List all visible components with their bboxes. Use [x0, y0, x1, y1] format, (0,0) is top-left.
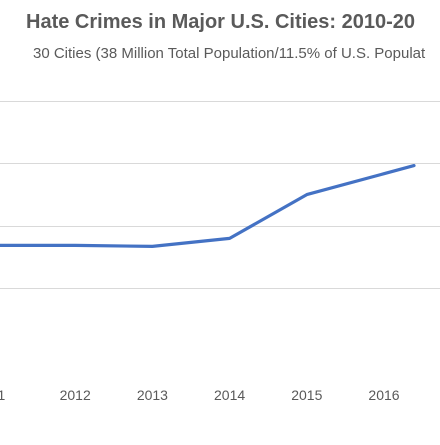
- chart-subtitle: 30 Cities (38 Million Total Population/1…: [33, 45, 426, 62]
- x-tick-label: 2015: [291, 387, 322, 403]
- chart-title: Hate Crimes in Major U.S. Cities: 2010-2…: [26, 11, 415, 33]
- x-axis: 11 2012 2013 2014 2015 2016: [0, 387, 400, 403]
- x-tick-label: 2013: [137, 387, 168, 403]
- x-tick-label: 2014: [214, 387, 245, 403]
- x-tick-label: 2012: [60, 387, 91, 403]
- grid: [0, 101, 440, 289]
- series-line: [0, 164, 416, 248]
- x-tick-label: 2016: [368, 387, 399, 403]
- series-layer: [0, 164, 416, 248]
- x-tick-label: 11: [0, 387, 5, 403]
